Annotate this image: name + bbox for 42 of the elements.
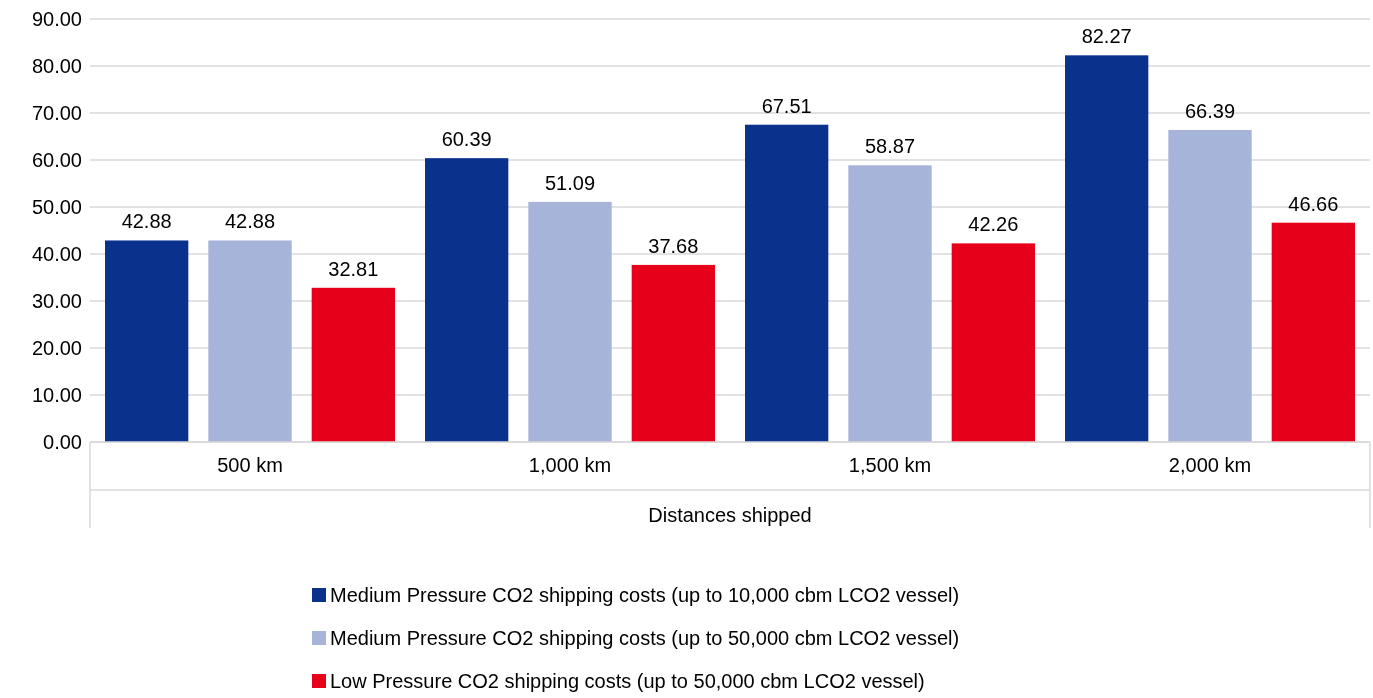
- data-label: 42.88: [121, 210, 172, 233]
- bar: [208, 240, 292, 442]
- legend-label: Low Pressure CO2 shipping costs (up to 50,000 cbm LCO2 vessel): [330, 670, 925, 692]
- x-tick-label: 1,500 km: [848, 454, 932, 476]
- x-tick-label: 500 km: [217, 454, 283, 476]
- y-tick-label: 20.00: [31, 337, 82, 359]
- x-tick-label: 2,000 km: [1168, 454, 1252, 476]
- bar: [1271, 222, 1355, 442]
- bar: [528, 201, 612, 442]
- data-label: 42.88: [224, 210, 276, 233]
- y-tick-label: 50.00: [31, 196, 82, 218]
- bar: [1065, 55, 1149, 442]
- data-label: 32.81: [328, 257, 379, 280]
- data-label: 46.66: [1288, 192, 1339, 215]
- y-tick-label: 70.00: [31, 102, 82, 124]
- legend-label: Medium Pressure CO2 shipping costs (up to 50,000 cbm LCO2 vessel): [330, 627, 960, 649]
- y-tick-label: 80.00: [31, 55, 82, 77]
- legend-label: Medium Pressure CO2 shipping costs (up to 10,000 cbm LCO2 vessel): [330, 584, 960, 606]
- data-label: 37.68: [648, 234, 699, 257]
- y-tick-label: 10.00: [31, 384, 82, 406]
- x-axis-title: Distances shipped: [648, 504, 812, 526]
- bar: [745, 124, 829, 442]
- bar: [631, 264, 715, 442]
- bar: [311, 287, 395, 442]
- bar: [425, 158, 509, 442]
- data-label: 66.39: [1184, 99, 1236, 122]
- data-label: 82.27: [1081, 25, 1132, 48]
- bar: [848, 165, 932, 442]
- data-label: 58.87: [864, 135, 916, 158]
- data-label: 42.26: [968, 213, 1019, 236]
- y-tick-label: 30.00: [31, 290, 82, 312]
- x-tick-label: 1,000 km: [528, 454, 612, 476]
- y-tick-label: 60.00: [31, 149, 82, 171]
- data-label: 67.51: [761, 94, 812, 117]
- bar: [105, 240, 189, 442]
- y-tick-label: 40.00: [31, 243, 82, 265]
- y-tick-label: 90.00: [31, 8, 82, 30]
- data-label: 60.39: [441, 128, 492, 151]
- y-tick-label: 0.00: [43, 431, 82, 453]
- data-label: 51.09: [544, 171, 596, 194]
- bar: [1168, 129, 1252, 442]
- bar: [951, 243, 1035, 442]
